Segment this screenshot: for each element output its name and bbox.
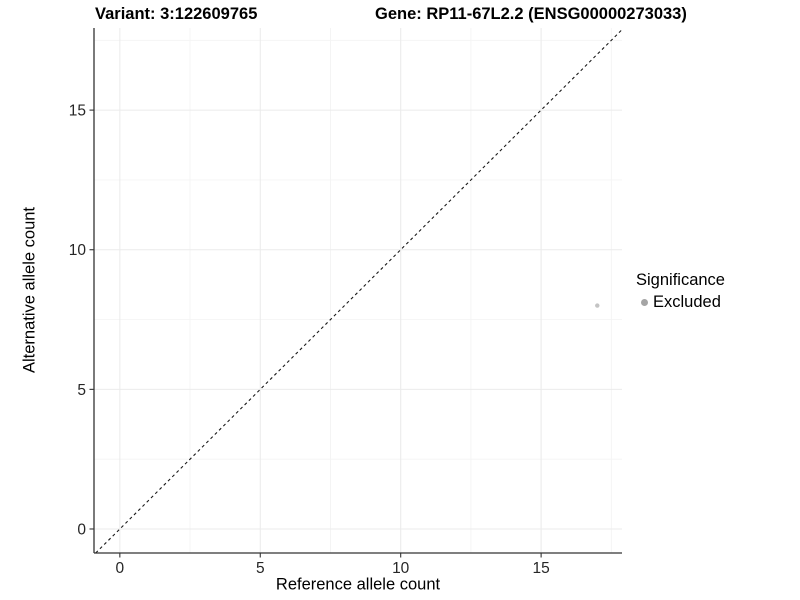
- svg-text:0: 0: [116, 560, 125, 577]
- y-axis-label: Alternative allele count: [20, 206, 39, 374]
- gene-title: Gene: RP11-67L2.2 (ENSG00000273033): [375, 5, 687, 23]
- x-axis-label: Reference allele count: [275, 575, 441, 594]
- svg-text:10: 10: [392, 560, 410, 577]
- identity-dashed-line: [95, 29, 623, 554]
- legend-entry-label: Excluded: [653, 293, 721, 311]
- svg-text:15: 15: [532, 560, 549, 577]
- svg-text:15: 15: [69, 103, 86, 120]
- svg-text:10: 10: [69, 242, 87, 259]
- svg-text:0: 0: [77, 521, 86, 538]
- y-tick-labels: 0 5 10 15: [69, 103, 87, 539]
- grid-minor: [94, 28, 622, 553]
- x-tick-labels: 0 5 10 15: [116, 560, 550, 577]
- legend: Significance Excluded: [636, 271, 725, 312]
- legend-title: Significance: [636, 271, 725, 289]
- excluded-point-icon: [640, 299, 648, 306]
- axis-ticks: [89, 109, 542, 558]
- data-point: [595, 303, 600, 308]
- svg-text:5: 5: [77, 382, 86, 399]
- grid-major: [94, 28, 622, 553]
- legend-key: [636, 295, 652, 311]
- svg-text:5: 5: [256, 560, 265, 577]
- variant-title: Variant: 3:122609765: [95, 5, 258, 23]
- legend-entry-excluded: Excluded: [636, 293, 725, 312]
